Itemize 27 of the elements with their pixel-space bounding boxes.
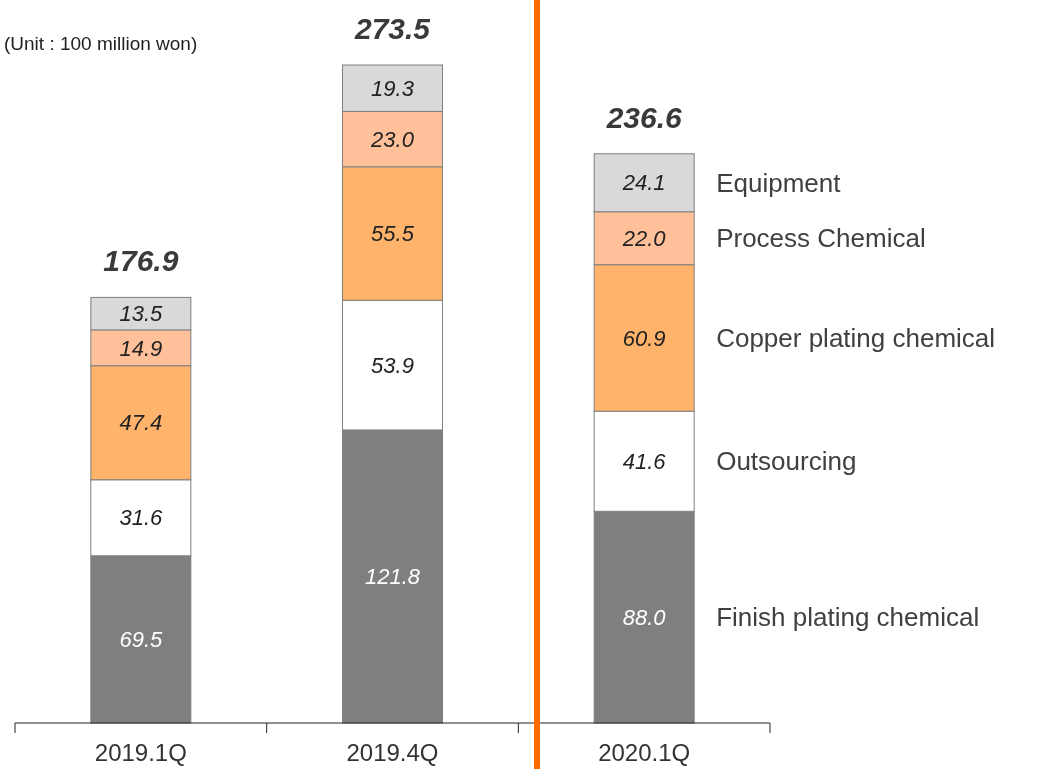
text: (Unit : 100 million won) — [4, 33, 198, 54]
data-label: 14.9 — [119, 335, 163, 361]
series-label: Finish plating chemical — [716, 602, 980, 633]
series-label: Process Chemical — [716, 223, 926, 254]
data-label: 53.9 — [371, 352, 414, 378]
series-label: Equipment — [716, 167, 842, 198]
data-label: 69.5 — [119, 627, 163, 653]
data-label: 31.6 — [119, 505, 163, 531]
total-label: 176.9 — [103, 244, 179, 278]
data-label: 23.0 — [370, 126, 415, 152]
x-tick-label: 2020.1Q — [598, 739, 691, 766]
x-tick-label: 2019.4Q — [346, 739, 439, 766]
data-label: 47.4 — [119, 410, 163, 436]
data-label: 60.9 — [622, 325, 666, 351]
data-label: 88.0 — [622, 604, 667, 630]
x-tick-label: 2019.1Q — [94, 739, 187, 766]
series-label: Copper plating chemical — [716, 323, 996, 354]
data-label: 19.3 — [371, 75, 415, 101]
data-label: 13.5 — [119, 301, 163, 327]
total-label: 236.6 — [605, 100, 683, 134]
data-label: 121.8 — [364, 564, 421, 590]
data-label: 55.5 — [371, 221, 415, 247]
data-label: 24.1 — [621, 170, 666, 196]
series-label: Outsourcing — [716, 446, 857, 477]
data-label: 22.0 — [621, 225, 667, 251]
total-label: 273.5 — [353, 12, 432, 45]
data-label: 41.6 — [622, 448, 667, 474]
